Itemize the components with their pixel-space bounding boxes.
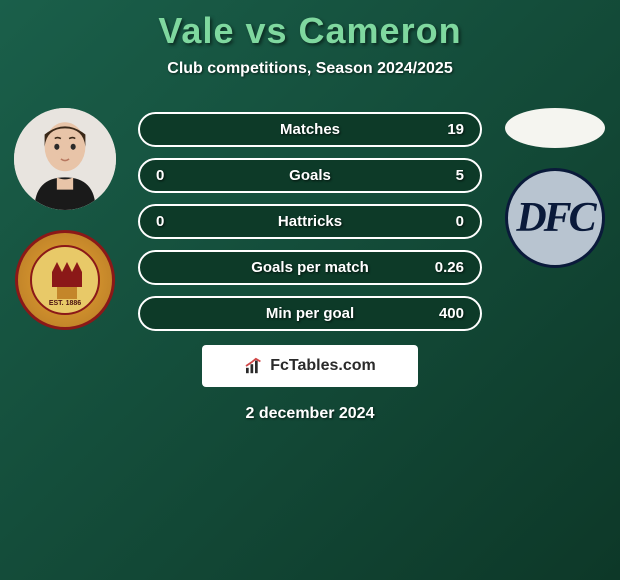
club-badge-left: EST. 1886 xyxy=(15,230,115,330)
person-icon xyxy=(14,108,116,210)
page-title: Vale vs Cameron xyxy=(158,10,461,52)
stat-label: Goals per match xyxy=(251,259,369,276)
chart-icon xyxy=(244,357,266,375)
date-text: 2 december 2024 xyxy=(246,405,375,423)
left-player-column: EST. 1886 xyxy=(10,108,120,330)
badge-left-text: EST. 1886 xyxy=(32,300,98,307)
comparison-card: Vale vs Cameron Club competitions, Seaso… xyxy=(0,0,620,423)
stat-left-value: 0 xyxy=(156,167,164,184)
stat-bar-matches: Matches 19 xyxy=(138,112,482,147)
stat-right-value: 0.26 xyxy=(435,259,464,276)
stat-bar-mpg: Min per goal 400 xyxy=(138,296,482,331)
badge-right-text: DFC xyxy=(516,194,593,242)
player-left-avatar xyxy=(14,108,116,210)
stat-bar-goals: 0 Goals 5 xyxy=(138,158,482,193)
stat-bar-gpm: Goals per match 0.26 xyxy=(138,250,482,285)
stats-column: Matches 19 0 Goals 5 0 Hattricks 0 Goals… xyxy=(138,112,482,331)
stat-right-value: 400 xyxy=(439,305,464,322)
stat-right-value: 0 xyxy=(456,213,464,230)
stat-left-value: 0 xyxy=(156,213,164,230)
page-subtitle: Club competitions, Season 2024/2025 xyxy=(167,60,452,78)
stat-bar-hattricks: 0 Hattricks 0 xyxy=(138,204,482,239)
club-badge-right: DFC xyxy=(505,168,605,268)
stat-right-value: 5 xyxy=(456,167,464,184)
motherwell-inner: EST. 1886 xyxy=(30,245,100,315)
right-player-column: DFC xyxy=(500,108,610,268)
stat-label: Goals xyxy=(289,167,331,184)
brand-text: FcTables.com xyxy=(270,357,376,375)
stat-right-value: 19 xyxy=(447,121,464,138)
stat-label: Hattricks xyxy=(278,213,342,230)
brand-footer[interactable]: FcTables.com xyxy=(202,345,418,387)
player-right-avatar xyxy=(505,108,605,148)
stat-label: Matches xyxy=(280,121,340,138)
stat-label: Min per goal xyxy=(266,305,354,322)
main-content: EST. 1886 Matches 19 0 Goals 5 0 Hattric… xyxy=(0,108,620,331)
